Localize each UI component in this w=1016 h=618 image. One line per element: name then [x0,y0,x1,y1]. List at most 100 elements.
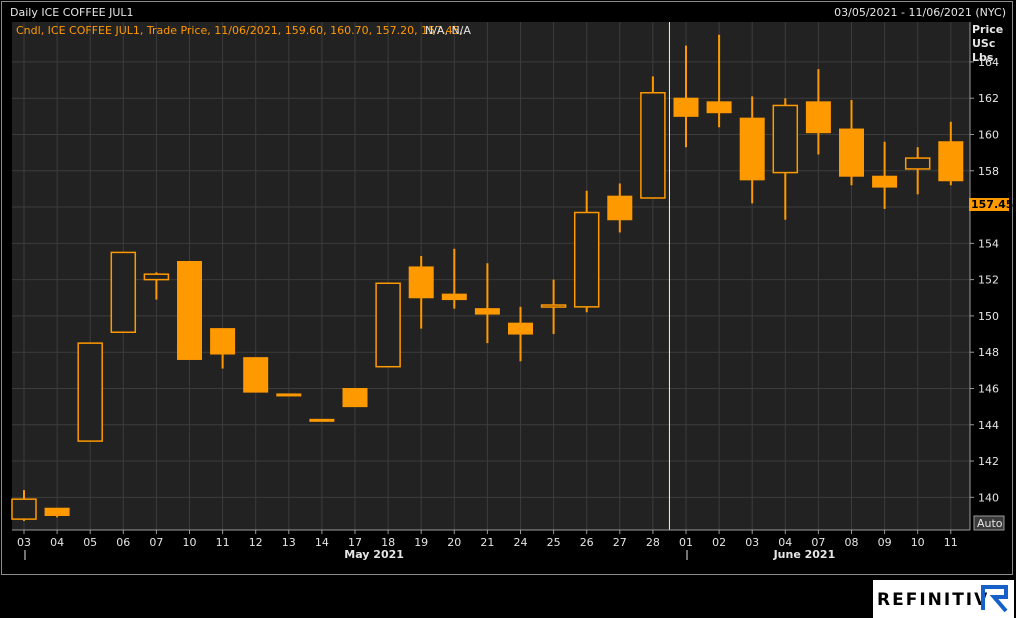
y-unit-label-price: Price [972,23,1003,36]
candle-body-up [11,498,37,520]
x-tick-label: 10 [911,536,925,549]
candle[interactable] [276,393,302,397]
y-unit-label-lbs: Lbs [972,51,994,64]
candle-body-up [772,104,799,174]
candle-body-down [474,308,500,315]
y-tick-label: 142 [978,455,999,468]
x-tick-label: 07 [811,536,825,549]
candle[interactable] [143,272,170,300]
x-tick-label: 04 [778,536,792,549]
candle[interactable] [408,256,434,329]
x-tick-label: 05 [83,536,97,549]
candle[interactable] [739,96,765,204]
candle-body-down [938,141,964,182]
candle-body-down [342,387,368,408]
candle[interactable] [706,34,732,128]
candle[interactable] [375,282,401,368]
candlestick-chart[interactable]: 1401421441461481501521541561581601621640… [2,2,1014,576]
candle-body-down [706,101,732,114]
date-range: 03/05/2021 - 11/06/2021 (NYC) [834,6,1006,19]
candle-body-down [739,117,765,181]
candle-body-down [309,418,335,422]
candle[interactable] [44,507,70,518]
x-tick-label: 19 [414,536,428,549]
candle[interactable] [210,328,236,369]
y-tick-label: 158 [978,165,999,178]
candle[interactable] [839,100,864,186]
legend-na-text: N/A, N/A [425,24,471,37]
x-tick-label: 08 [845,536,859,549]
candle[interactable] [110,251,137,333]
candle-body-down [607,195,633,221]
last-price-tag-bg [969,198,1009,211]
candles[interactable] [11,34,964,521]
candle-body-up [110,251,137,333]
x-tick-label: 24 [514,536,528,549]
month-label: June 2021 [773,548,836,561]
refinitiv-r-icon [981,585,1008,613]
auto-scale-button[interactable]: Auto [977,517,1003,530]
candle-body-down [805,101,831,134]
x-tick-label: 04 [50,536,64,549]
candle[interactable] [772,98,799,220]
refinitiv-logo: REFINITIV [873,580,1014,618]
y-tick-label: 164 [978,56,999,69]
candle[interactable] [805,69,831,155]
x-tick-label: 01 [679,536,693,549]
x-tick-label: 09 [878,536,892,549]
candle[interactable] [573,190,600,313]
x-tick-label: 21 [480,536,494,549]
candle-body-down [408,266,434,299]
axes: 1401421441461481501521541561581601621640… [12,22,999,561]
x-tick-label: 28 [646,536,660,549]
candle[interactable] [11,490,37,521]
candle[interactable] [607,183,633,233]
candle-body-down [276,393,302,397]
candle-body-down [441,293,467,301]
y-tick-label: 154 [978,237,999,250]
candle[interactable] [540,279,567,335]
x-tick-label: 25 [547,536,561,549]
auto-scale-button-bg[interactable] [973,515,1005,531]
candle-body-down [44,507,70,516]
x-tick-label: 10 [183,536,197,549]
candle-body-down [243,357,269,393]
footer: REFINITIV [0,576,1016,618]
candle[interactable] [474,263,500,344]
candle-body-down [872,175,898,188]
candle[interactable] [673,45,699,148]
candle-body-down [673,97,699,117]
y-tick-label: 162 [978,92,999,105]
candle[interactable] [904,147,931,195]
y-tick-label: 150 [978,310,999,323]
candle-body-up [904,157,931,170]
x-tick-label: 26 [580,536,594,549]
legend-text: Cndl, ICE COFFEE JUL1, Trade Price, 11/0… [16,24,463,37]
candle[interactable] [77,342,103,442]
x-tick-label: 07 [149,536,163,549]
candle-body-up [375,282,401,368]
candle-body-down [177,260,202,360]
candle[interactable] [938,121,964,186]
candle[interactable] [872,141,898,209]
candle[interactable] [243,357,269,393]
candle[interactable] [441,248,467,309]
candle[interactable] [640,76,666,199]
candle-body-down [839,128,864,177]
candle[interactable] [508,306,533,362]
candle-body-up [540,304,567,308]
x-tick-label: 06 [116,536,130,549]
candle[interactable] [177,260,202,360]
candle[interactable] [342,387,368,408]
candle[interactable] [309,418,335,422]
chart-title: Daily ICE COFFEE JUL1 [10,6,134,19]
x-tick-label: 02 [712,536,726,549]
y-tick-label: 148 [978,346,999,359]
x-tick-label: 13 [282,536,296,549]
title-bar: Daily ICE COFFEE JUL1 03/05/2021 - 11/06… [2,2,1012,22]
x-tick-label: 27 [613,536,627,549]
y-unit-label-usc: USc [972,37,995,50]
candle-body-up [640,92,666,199]
candle-body-down [210,328,236,355]
candle-body-up [143,273,170,281]
